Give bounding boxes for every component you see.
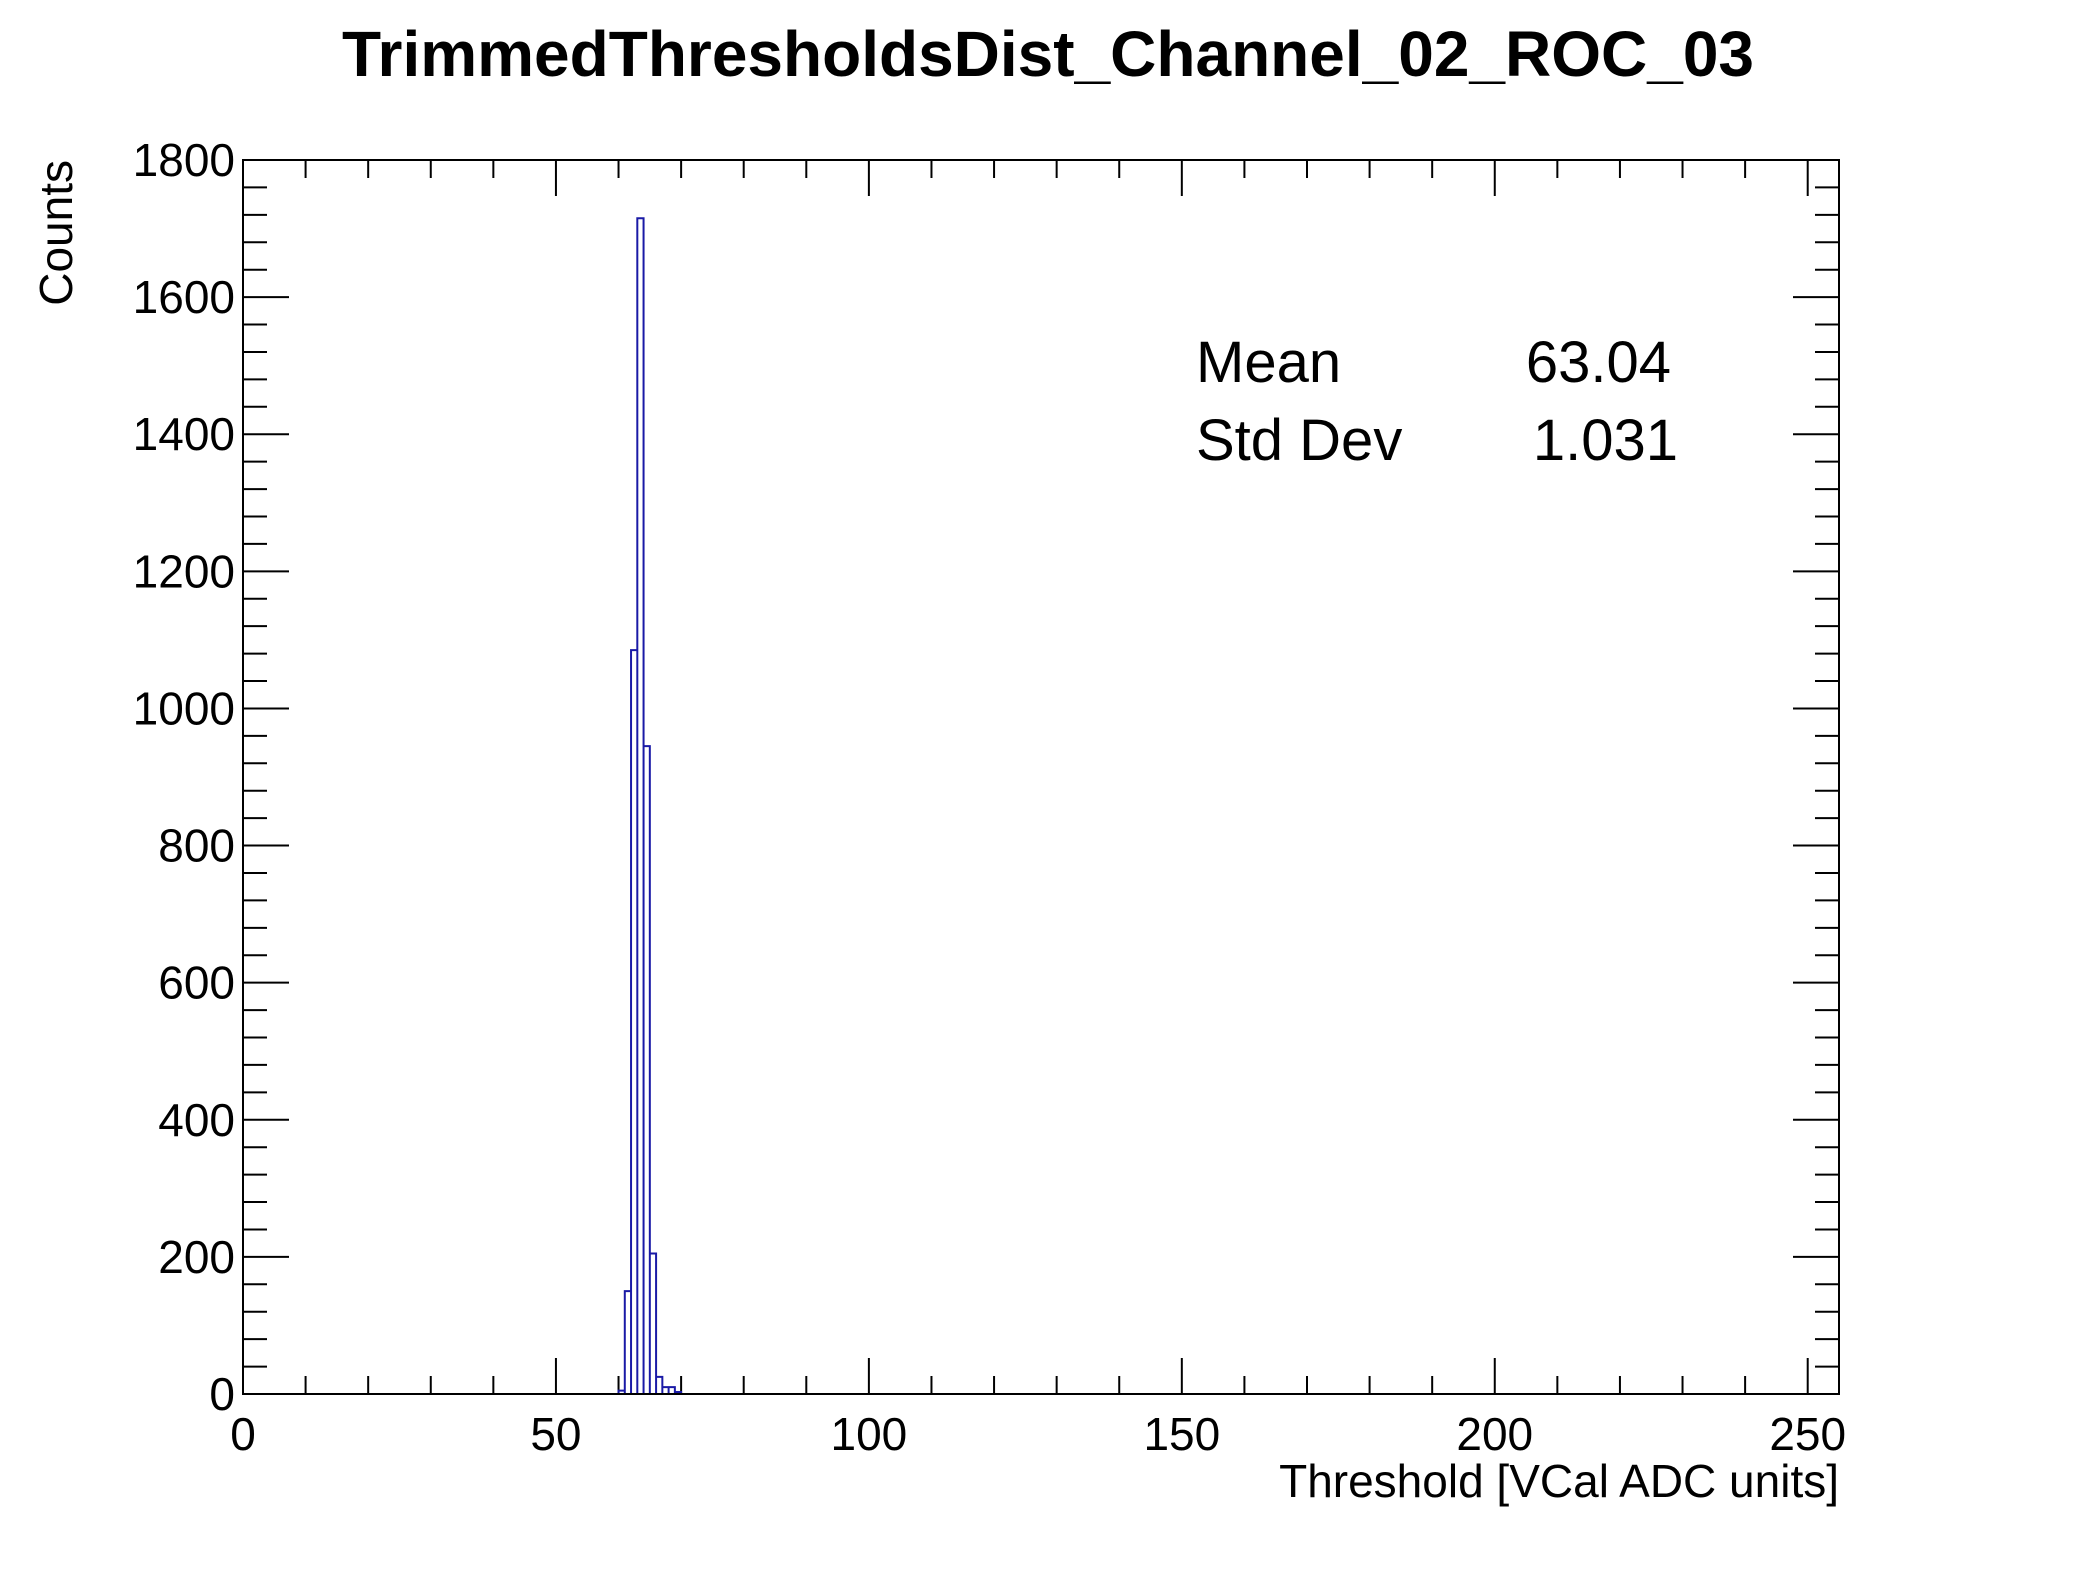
y-tick-label: 400 [158, 1094, 235, 1146]
y-tick-label: 1200 [133, 545, 235, 597]
y-tick-label: 1000 [133, 682, 235, 734]
x-tick-label: 200 [1456, 1408, 1533, 1460]
y-tick-label: 1600 [133, 271, 235, 323]
tick-labels: 0 50 100 150 200 250 0 200 400 600 800 1000 1200 1400… [133, 134, 1846, 1460]
stat-mean-label: Mean [1196, 330, 1341, 395]
x-tick-label: 250 [1769, 1408, 1846, 1460]
stat-mean-value: 63.04 [1526, 330, 1671, 395]
y-tick-label: 1400 [133, 408, 235, 460]
y-tick-label: 600 [158, 957, 235, 1009]
plot-frame [242, 159, 1840, 1395]
y-tick-label: 0 [209, 1368, 235, 1420]
stats-box: Mean 63.04 Std Dev 1.031 [1196, 330, 1678, 473]
x-tick-label: 150 [1143, 1408, 1220, 1460]
x-tick-label: 50 [530, 1408, 581, 1460]
y-axis-label: Counts [30, 160, 82, 306]
x-tick-label: 100 [831, 1408, 908, 1460]
x-axis-label: Threshold [VCal ADC units] [1279, 1455, 1839, 1507]
stat-stddev-label: Std Dev [1196, 408, 1402, 473]
chart-title: TrimmedThresholdsDist_Channel_02_ROC_03 [342, 18, 1754, 90]
stat-stddev-value: 1.031 [1533, 408, 1678, 473]
x-tick-label: 0 [230, 1408, 256, 1460]
y-tick-label: 800 [158, 820, 235, 872]
y-tick-label: 200 [158, 1231, 235, 1283]
y-tick-label: 1800 [133, 134, 235, 186]
